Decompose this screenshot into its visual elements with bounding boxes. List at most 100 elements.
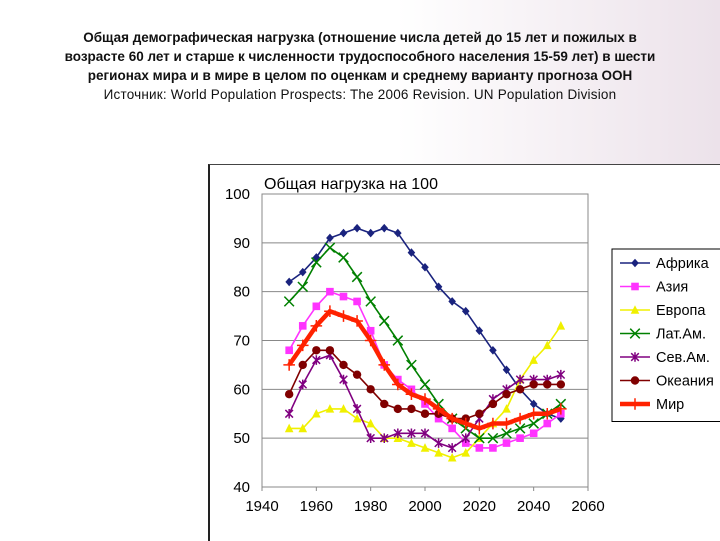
data-point-s4-1975 — [352, 404, 362, 414]
data-point-s5-1975 — [352, 370, 362, 379]
heading-line-1: Общая демографическая нагрузка (отношени… — [83, 30, 637, 45]
data-point-s5-1955 — [298, 360, 307, 370]
data-point-s5-2000 — [420, 409, 430, 418]
data-point-s2-1950 — [284, 423, 294, 433]
chart-heading: Общая демографическая нагрузка (отношени… — [28, 28, 692, 104]
data-point-s6-2030 — [500, 417, 513, 430]
data-point-s6-2040 — [527, 407, 540, 420]
x-tick-label-2040: 2040 — [517, 498, 550, 515]
data-point-s6-2000 — [419, 393, 431, 405]
data-point-s3-2000 — [419, 379, 431, 390]
chart-title: Общая нагрузка на 100 — [264, 176, 438, 193]
source-note: Источник: World Population Prospects: Th… — [103, 87, 617, 102]
data-point-s6-1975 — [351, 315, 363, 327]
legend-label-1: Азия — [656, 280, 688, 296]
data-point-s3-1980 — [365, 296, 376, 307]
data-point-s0-2010 — [448, 297, 456, 306]
data-point-s3-1985 — [378, 315, 390, 327]
data-point-s5-2020 — [475, 409, 484, 418]
legend-label-2: Европа — [656, 303, 706, 319]
data-point-s5-1970 — [339, 360, 348, 370]
data-point-s0-2020 — [475, 326, 484, 336]
x-tick-label-2000: 2000 — [408, 498, 441, 515]
data-point-s1-1955 — [298, 322, 307, 330]
data-point-s0-2025 — [489, 345, 497, 355]
heading-line-3: регионах мира и в мире в целом по оценка… — [87, 68, 633, 83]
data-point-s6-2035 — [514, 412, 526, 425]
legend-box — [611, 248, 720, 422]
dependency-ratio-chart: 40 50 60 70 80 90 100 1940 1960 1980 2000 2020 2040 2… — [225, 176, 720, 515]
data-point-s1-2030 — [502, 439, 511, 447]
data-point-s5-1985 — [380, 399, 389, 409]
x-tick-label-2020: 2020 — [463, 498, 496, 515]
y-tick-label-70: 70 — [233, 333, 250, 350]
y-tick-label-50: 50 — [233, 430, 250, 447]
data-point-s4-2005 — [434, 438, 443, 448]
data-point-s6-2015 — [459, 417, 472, 430]
data-point-s1-2035 — [516, 434, 524, 442]
data-point-s4-1970 — [339, 374, 348, 385]
data-point-s2-2000 — [420, 443, 430, 452]
data-point-s5-1950 — [284, 390, 294, 399]
data-point-s2-2015 — [461, 448, 471, 457]
x-tick-label-1960: 1960 — [300, 498, 333, 515]
data-point-s3-1995 — [406, 359, 417, 371]
data-point-s1-1960 — [312, 302, 321, 311]
data-point-s4-1955 — [298, 379, 308, 390]
data-point-s6-1985 — [378, 359, 391, 371]
data-point-s1-1965 — [326, 287, 334, 296]
data-point-s0-2000 — [421, 262, 429, 272]
y-tick-label-100: 100 — [225, 186, 250, 203]
data-point-s3-2025 — [487, 432, 499, 444]
data-point-s3-1960 — [311, 257, 322, 268]
legend-marker-6 — [629, 398, 641, 410]
data-point-s3-1975 — [351, 271, 363, 283]
data-point-s2-2045 — [542, 340, 552, 350]
legend-marker-5 — [630, 376, 640, 385]
data-point-s4-1950 — [284, 408, 294, 419]
data-point-s4-1960 — [312, 355, 321, 365]
data-point-s0-1995 — [407, 248, 416, 257]
data-point-s1-2020 — [475, 444, 484, 452]
data-point-s3-2020 — [474, 432, 485, 444]
data-point-s5-1980 — [366, 385, 375, 394]
data-point-s3-1970 — [338, 252, 349, 263]
data-point-s6-2050 — [555, 403, 567, 415]
legend-marker-1 — [631, 282, 639, 291]
data-point-s1-1980 — [366, 326, 375, 335]
data-point-s5-2040 — [529, 380, 538, 389]
data-point-s6-2025 — [487, 417, 499, 430]
data-point-s0-1950 — [285, 277, 293, 287]
data-point-s6-1995 — [405, 388, 418, 401]
data-point-s6-1980 — [364, 334, 377, 347]
data-point-s2-2040 — [529, 355, 538, 364]
data-point-s3-2040 — [528, 418, 539, 429]
x-tick-label-1980: 1980 — [354, 498, 387, 515]
data-point-s0-2005 — [434, 282, 443, 292]
data-point-s6-2005 — [432, 403, 445, 415]
data-point-s5-2025 — [488, 399, 498, 409]
legend-label-6: Мир — [656, 397, 684, 413]
data-point-s2-2050 — [556, 321, 566, 330]
data-point-s5-1990 — [393, 404, 403, 414]
x-tick-label-2060: 2060 — [571, 498, 604, 515]
data-point-s6-2010 — [446, 412, 458, 425]
data-point-s6-1990 — [392, 378, 404, 391]
data-point-s4-1985 — [379, 433, 389, 443]
data-point-s2-1960 — [312, 408, 321, 418]
data-point-s2-1975 — [352, 413, 362, 423]
data-point-s0-1985 — [380, 223, 389, 233]
heading-line-2: возрасте 60 лет и старше к численности т… — [64, 49, 656, 64]
data-point-s6-1955 — [296, 339, 309, 352]
data-point-s1-1970 — [339, 292, 348, 301]
data-point-s5-2050 — [556, 380, 566, 389]
data-point-s3-2035 — [514, 423, 526, 434]
legend-label-5: Океания — [656, 374, 714, 390]
data-point-s0-1975 — [353, 223, 361, 233]
data-point-s0-2015 — [461, 306, 470, 316]
data-point-s6-1960 — [310, 320, 323, 332]
data-point-s6-1965 — [324, 305, 336, 317]
data-point-s1-2015 — [461, 439, 470, 447]
data-point-s1-1950 — [285, 346, 293, 355]
data-point-s3-1990 — [392, 335, 404, 346]
